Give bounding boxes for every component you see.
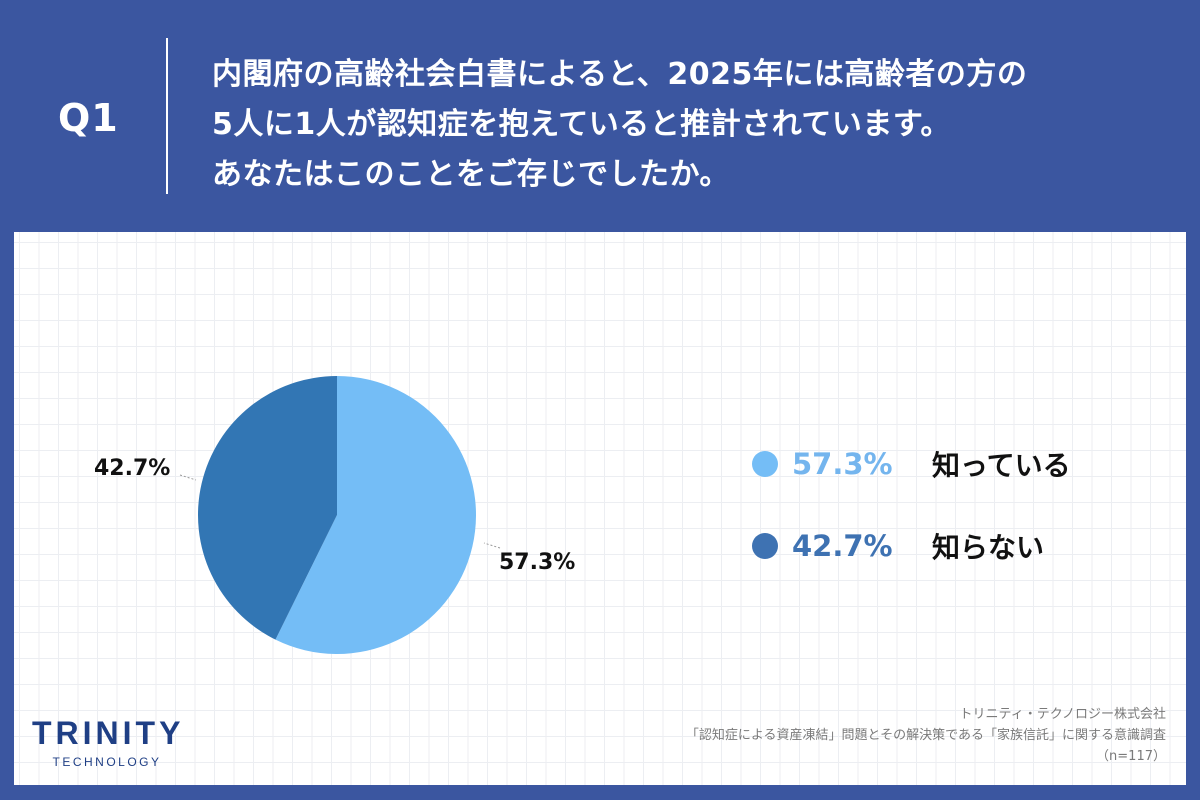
source-company: トリニティ・テクノロジー株式会社 [959, 707, 1166, 722]
logo-main-text: TRINITY [32, 715, 185, 751]
pie-label-dont-know: 42.7% [94, 456, 171, 481]
pie-slice-dont-know [198, 376, 337, 640]
legend-percent: 42.7% [792, 529, 893, 563]
legend-dot-icon [752, 451, 778, 477]
pie-chart [179, 376, 501, 654]
question-header: Q1 内閣府の高齢社会白書によると、2025年には高齢者の方の 5人に1人が認知… [0, 0, 1200, 232]
source-survey: 「認知症による資産凍結」問題とその解決策である「家族信託」に関する意識調査 [685, 728, 1166, 743]
legend-item-know: 57.3% 知っている [752, 444, 1071, 484]
pie-slice-know [275, 376, 476, 654]
trinity-logo: TRINITY TECHNOLOGY [32, 715, 182, 769]
legend-label: 知らない [932, 531, 1045, 564]
leader-line-dont-know [179, 474, 197, 481]
pie-label-know: 57.3% [499, 550, 576, 575]
question-line-1: 内閣府の高齢社会白書によると、2025年には高齢者の方の [212, 57, 1028, 92]
logo-sub-text: TECHNOLOGY [52, 755, 162, 769]
question-text: 内閣府の高齢社会白書によると、2025年には高齢者の方の 5人に1人が認知症を抱… [212, 50, 1027, 200]
question-line-3: あなたはこのことをご存じでしたか。 [212, 157, 730, 192]
legend-percent: 57.3% [792, 447, 893, 481]
source-note: トリニティ・テクノロジー株式会社 「認知症による資産凍結」問題とその解決策である… [686, 704, 1166, 767]
legend-label: 知っている [932, 449, 1071, 482]
legend-item-dont-know: 42.7% 知らない [752, 526, 1044, 566]
header-divider [166, 38, 168, 194]
leader-line-know [483, 542, 501, 549]
source-sample-size: （n=117） [1096, 749, 1166, 764]
legend-dot-icon [752, 533, 778, 559]
chart-panel: 57.3% 42.7% 57.3% 知っている 42.7% 知らない TRINI… [14, 232, 1186, 785]
question-line-2: 5人に1人が認知症を抱えていると推計されています。 [212, 107, 951, 142]
question-number: Q1 [58, 96, 119, 140]
